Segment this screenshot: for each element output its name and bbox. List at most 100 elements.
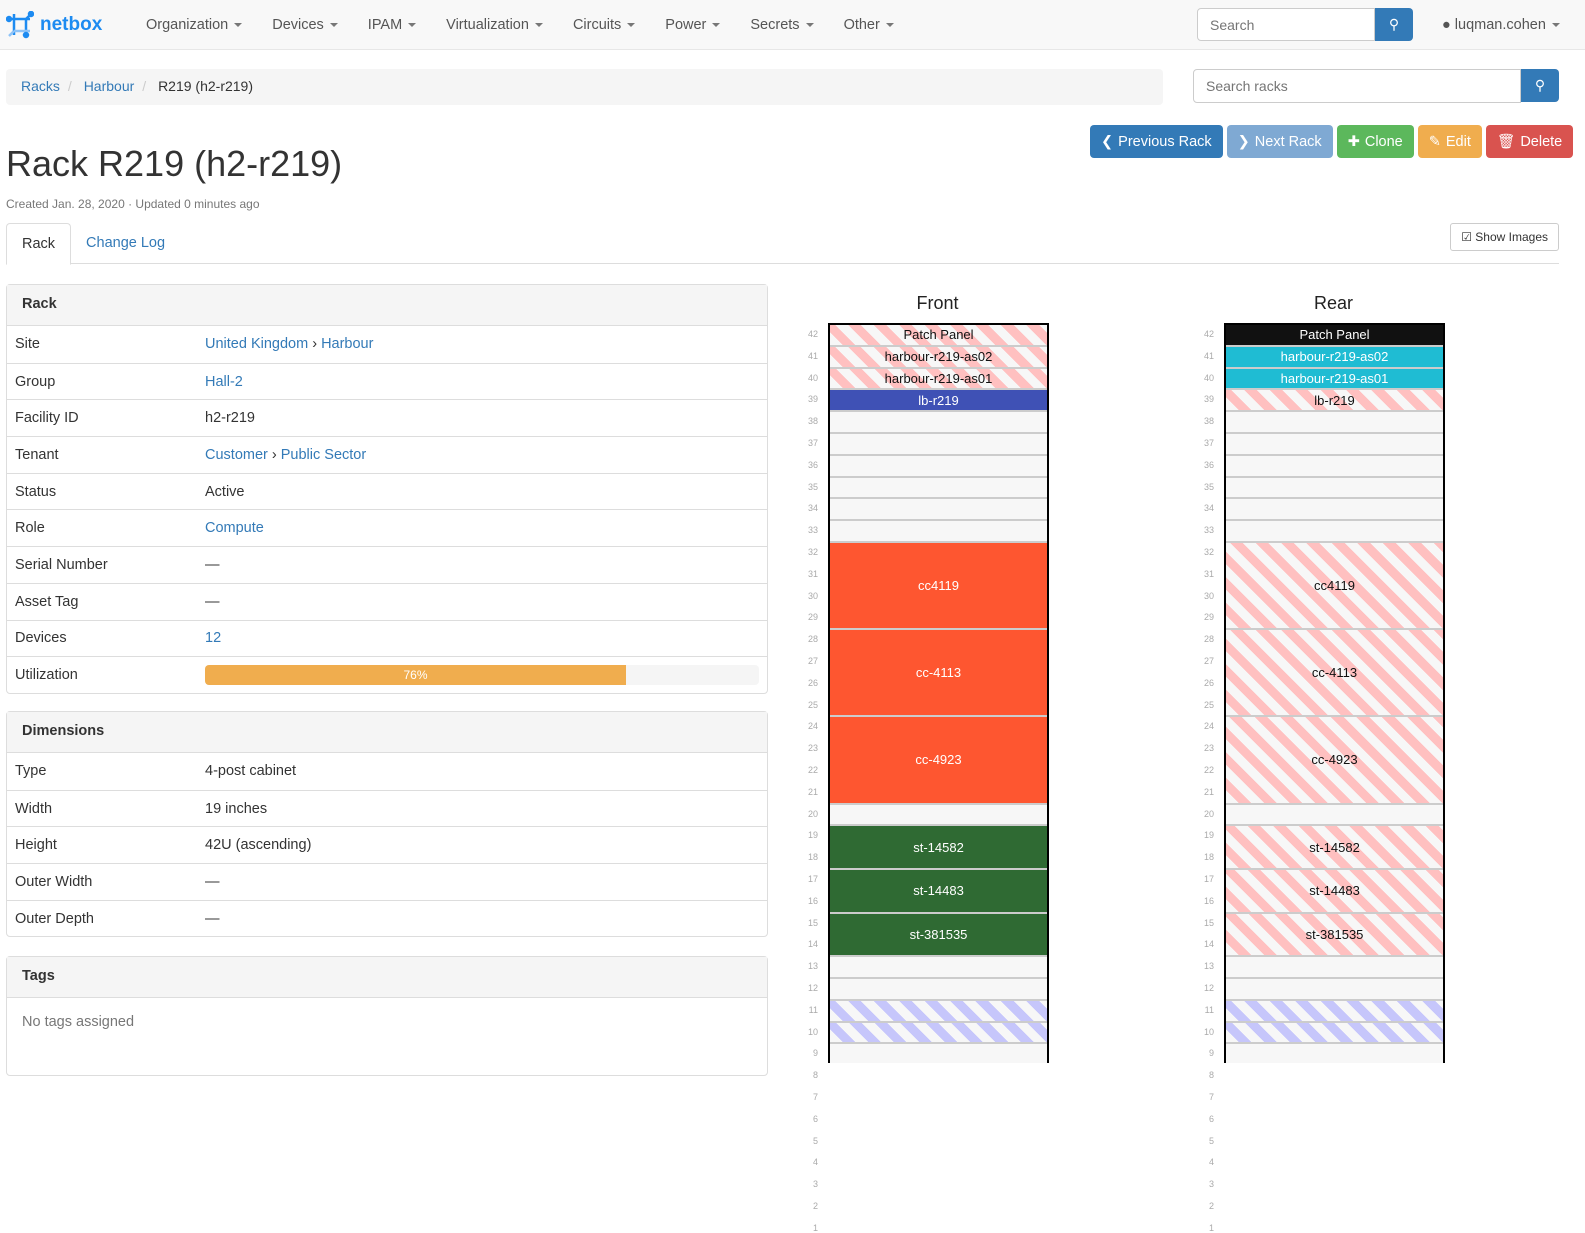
empty-unit[interactable] — [830, 521, 1047, 543]
empty-unit[interactable] — [830, 1044, 1047, 1063]
rack-device[interactable]: cc-4113 — [830, 630, 1047, 718]
row-value[interactable]: Customer — [205, 446, 268, 463]
unit-number: 27 — [807, 656, 818, 666]
table-row: Serial Number — — [7, 546, 767, 583]
row-value[interactable]: United Kingdom — [205, 336, 309, 353]
table-row: Outer Width — — [7, 863, 767, 900]
empty-unit[interactable] — [830, 412, 1047, 434]
delete-button[interactable]: 🗑 Delete — [1485, 125, 1574, 158]
rack-device[interactable]: st-14483 — [1226, 870, 1443, 914]
rack-device[interactable]: Patch Panel — [830, 325, 1047, 347]
menu-virtualization[interactable]: Virtualization — [431, 17, 558, 33]
reserved-unit[interactable] — [830, 1000, 1047, 1023]
rack-search-input[interactable] — [1193, 69, 1521, 103]
empty-unit[interactable] — [1226, 805, 1443, 827]
rack-device[interactable]: harbour-r219-as02 — [1226, 346, 1443, 369]
rack-device[interactable]: lb-r219 — [1226, 390, 1443, 413]
row-value[interactable]: Hall-2 — [205, 373, 243, 390]
unit-number: 35 — [807, 481, 818, 492]
rack-device[interactable]: harbour-r219-as01 — [1226, 368, 1443, 391]
rack-device[interactable]: st-14483 — [830, 870, 1047, 914]
unit-number: 37 — [807, 438, 818, 448]
rack-device[interactable]: lb-r219 — [830, 390, 1047, 413]
breadcrumb-harbour[interactable]: Harbour — [83, 78, 135, 94]
empty-unit[interactable] — [830, 979, 1047, 1001]
table-row: Tenant Customer › Public Sector — [7, 436, 767, 473]
unit-number: 12 — [1203, 983, 1214, 993]
rack-device[interactable]: Patch Panel — [1226, 325, 1443, 347]
rack-device[interactable]: harbour-r219-as01 — [830, 368, 1047, 391]
empty-unit[interactable] — [830, 805, 1047, 827]
row-value: 4-post cabinet — [205, 763, 297, 780]
menu-power[interactable]: Power — [650, 17, 735, 33]
panel-heading: Rack — [7, 285, 767, 326]
edit-button[interactable]: ✎ Edit — [1417, 125, 1482, 158]
previous-rack-button[interactable]: ❮ Previous Rack — [1090, 125, 1223, 158]
show-images-button[interactable]: ☑ Show Images — [1450, 223, 1559, 251]
user-menu[interactable]: ● luqman.cohen — [1442, 17, 1560, 33]
unit-number: 16 — [807, 895, 818, 906]
empty-unit[interactable] — [1226, 957, 1443, 979]
menu-ipam[interactable]: IPAM — [353, 17, 431, 33]
empty-unit[interactable] — [830, 456, 1047, 478]
rack-device[interactable]: cc-4923 — [830, 717, 1047, 805]
global-search-button[interactable]: ⚲ — [1375, 8, 1413, 41]
row-value[interactable]: Compute — [205, 520, 264, 537]
empty-unit[interactable] — [1226, 478, 1443, 500]
empty-unit[interactable] — [830, 478, 1047, 500]
unit-number: 19 — [1203, 830, 1214, 841]
menu-organization[interactable]: Organization — [131, 17, 257, 33]
rack-device[interactable]: st-381535 — [830, 913, 1047, 958]
row-value-link[interactable]: Harbour — [321, 336, 374, 353]
rack-device[interactable]: harbour-r219-as02 — [830, 346, 1047, 369]
unit-number: 33 — [807, 525, 818, 536]
reserved-unit[interactable] — [830, 1022, 1047, 1045]
empty-unit[interactable] — [1226, 456, 1443, 478]
empty-unit[interactable] — [1226, 434, 1443, 456]
rack-device[interactable]: st-381535 — [1226, 913, 1443, 958]
rack-device[interactable]: cc4119 — [830, 543, 1047, 631]
rack-device[interactable]: st-14582 — [1226, 826, 1443, 870]
unit-number: 36 — [807, 459, 818, 470]
unit-number: 29 — [807, 612, 818, 623]
row-value: Active — [205, 483, 245, 500]
row-value[interactable]: 12 — [205, 630, 222, 647]
empty-unit[interactable] — [1226, 521, 1443, 543]
menu-secrets[interactable]: Secrets — [735, 17, 828, 33]
unit-number: 28 — [807, 634, 818, 645]
tab-change-log[interactable]: Change Log — [86, 235, 166, 251]
navbar: netbox Organization Devices IPAM Virtual… — [0, 0, 1585, 50]
row-label: Group — [15, 373, 56, 390]
unit-number: 25 — [807, 699, 818, 710]
empty-unit[interactable] — [830, 499, 1047, 522]
menu-circuits[interactable]: Circuits — [558, 17, 650, 33]
next-rack-button[interactable]: ❯ Next Rack — [1226, 125, 1333, 158]
rack-device[interactable]: cc4119 — [1226, 543, 1443, 631]
rack-device[interactable]: cc-4113 — [1226, 630, 1443, 718]
table-row: Role Compute — [7, 509, 767, 546]
breadcrumb-racks[interactable]: Racks — [21, 78, 60, 94]
global-search-input[interactable] — [1197, 8, 1375, 41]
unit-number: 15 — [1203, 917, 1214, 928]
unit-number: 4 — [1208, 1157, 1214, 1168]
row-value-link[interactable]: Public Sector — [280, 446, 367, 463]
empty-unit[interactable] — [1226, 412, 1443, 434]
rack-device[interactable]: cc-4923 — [1226, 717, 1443, 805]
netbox-logo[interactable]: netbox — [6, 10, 131, 39]
unit-number: 21 — [807, 786, 818, 797]
tab-rack[interactable]: Rack — [6, 223, 72, 265]
row-value: h2-r219 — [205, 410, 255, 427]
reserved-unit[interactable] — [1226, 1022, 1443, 1045]
unit-number: 38 — [807, 416, 818, 427]
clone-button[interactable]: ✚ Clone — [1336, 125, 1414, 158]
empty-unit[interactable] — [830, 957, 1047, 979]
rack-device[interactable]: st-14582 — [830, 826, 1047, 870]
rack-search-button[interactable]: ⚲ — [1521, 69, 1559, 102]
menu-devices[interactable]: Devices — [257, 17, 353, 33]
empty-unit[interactable] — [1226, 1044, 1443, 1063]
empty-unit[interactable] — [830, 434, 1047, 456]
reserved-unit[interactable] — [1226, 1000, 1443, 1023]
menu-other[interactable]: Other — [829, 17, 909, 33]
empty-unit[interactable] — [1226, 499, 1443, 522]
empty-unit[interactable] — [1226, 979, 1443, 1001]
